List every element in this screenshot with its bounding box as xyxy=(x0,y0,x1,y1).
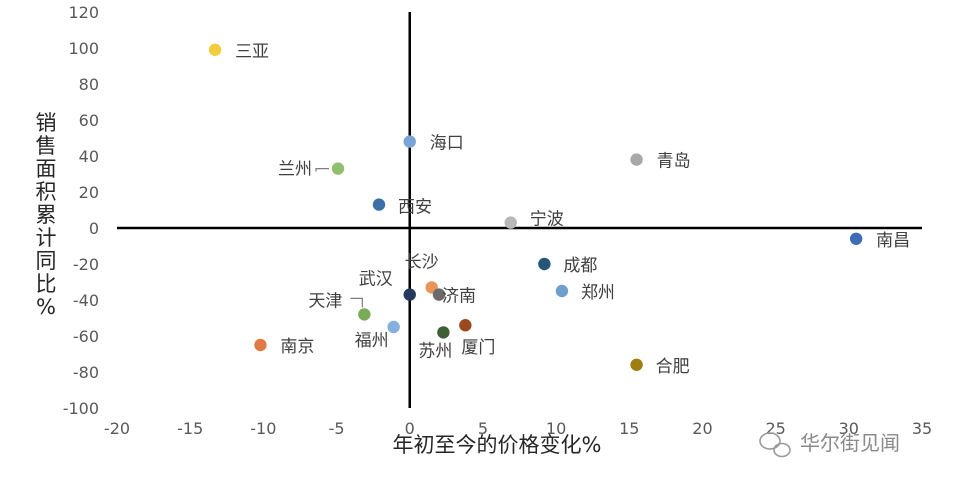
y-tick-label: -60 xyxy=(73,327,99,346)
y-tick-label: -20 xyxy=(73,255,99,274)
scatter-point xyxy=(555,284,569,298)
scatter-point xyxy=(387,320,400,334)
point-label: 武汉 xyxy=(359,270,393,290)
point-label: 兰州 xyxy=(278,160,312,180)
point-label: 三亚 xyxy=(235,42,269,62)
scatter-point xyxy=(630,358,643,371)
x-axis-title: 年初至今的价格变化% xyxy=(393,433,602,457)
scatter-point xyxy=(432,288,446,301)
scatter-point xyxy=(358,308,371,321)
x-tick-label: 15 xyxy=(619,419,639,438)
point-label: 长沙 xyxy=(405,252,439,272)
point-label: 合肥 xyxy=(656,357,690,377)
x-tick-label: -10 xyxy=(250,419,276,438)
point-label: 宁波 xyxy=(530,210,564,230)
y-axis-title: 销售面积累计同比% xyxy=(36,111,57,319)
x-tick-label: -15 xyxy=(177,419,203,438)
y-tick-label: 80 xyxy=(79,75,99,94)
point-label: 厦门 xyxy=(461,338,495,358)
y-tick-label: 0 xyxy=(89,219,99,238)
scatter-point xyxy=(254,338,267,352)
leader-line xyxy=(315,168,330,172)
point-label: 海口 xyxy=(430,134,464,154)
leader-line xyxy=(350,297,363,308)
point-label: 南京 xyxy=(280,337,314,357)
wechat-icon xyxy=(759,432,791,458)
point-label: 南昌 xyxy=(876,231,910,251)
scatter-point xyxy=(504,216,517,229)
watermark: 华尔街见闻 xyxy=(759,431,900,458)
scatter-point xyxy=(372,198,386,211)
scatter-point xyxy=(331,162,345,175)
point-label: 天津 xyxy=(308,291,342,311)
x-tick-label: 0 xyxy=(405,419,415,438)
point-label: 成都 xyxy=(563,256,597,276)
point-label: 郑州 xyxy=(581,283,615,303)
data-points xyxy=(208,43,863,371)
x-tick-label: 10 xyxy=(546,419,566,438)
y-tick-label: 100 xyxy=(68,39,99,58)
y-tick-label: 20 xyxy=(79,183,99,202)
scatter-point xyxy=(403,135,416,148)
watermark-text: 华尔街见闻 xyxy=(800,431,900,455)
y-axis-ticks: 120 100 80 60 40 20 0 -20 -40 -60 -80 -100 xyxy=(63,3,99,418)
point-label: 福州 xyxy=(355,331,389,351)
scatter-point xyxy=(403,288,416,301)
x-tick-label: 35 xyxy=(912,419,932,438)
x-tick-label: 5 xyxy=(478,419,488,438)
x-tick-label: -5 xyxy=(329,419,345,438)
x-tick-label: 20 xyxy=(692,419,712,438)
point-label: 济南 xyxy=(442,287,476,307)
point-label: 青岛 xyxy=(657,152,691,172)
x-tick-label: -20 xyxy=(104,419,130,438)
scatter-point xyxy=(437,326,450,339)
scatter-point xyxy=(538,257,551,271)
scatter-point xyxy=(849,232,863,245)
x-tick-label: 30 xyxy=(839,419,859,438)
y-tick-label: -40 xyxy=(73,291,99,310)
label-leader-lines xyxy=(315,168,363,308)
y-tick-label: 60 xyxy=(79,111,99,130)
scatter-point xyxy=(630,153,643,166)
y-tick-label: 40 xyxy=(79,147,99,166)
point-label: 西安 xyxy=(398,198,432,218)
scatter-point xyxy=(459,319,472,332)
scatter-point xyxy=(208,43,222,56)
y-tick-label: -100 xyxy=(63,399,99,418)
y-tick-label: -80 xyxy=(73,363,99,382)
point-label: 苏州 xyxy=(418,341,452,361)
y-tick-label: 120 xyxy=(68,3,99,22)
